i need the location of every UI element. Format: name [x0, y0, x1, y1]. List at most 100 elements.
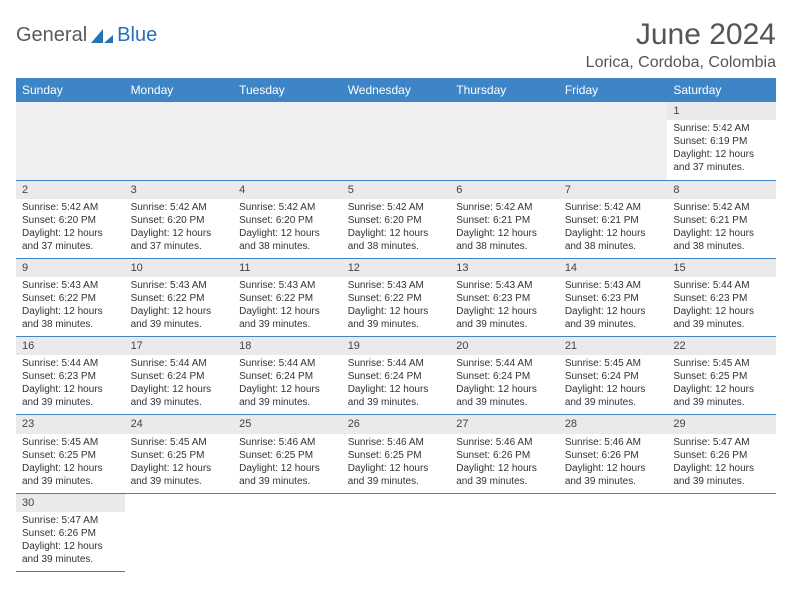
calendar-cell: 23Sunrise: 5:45 AMSunset: 6:25 PMDayligh…: [16, 415, 125, 493]
day-number: 4: [233, 181, 342, 199]
sunrise-text: Sunrise: 5:46 AM: [565, 436, 662, 449]
calendar-cell: 12Sunrise: 5:43 AMSunset: 6:22 PMDayligh…: [342, 258, 451, 336]
day-number: 9: [16, 259, 125, 277]
day-content: Sunrise: 5:42 AMSunset: 6:20 PMDaylight:…: [239, 201, 336, 253]
daylight-text: Daylight: 12 hours and 39 minutes.: [456, 383, 553, 409]
daylight-text: Daylight: 12 hours and 38 minutes.: [565, 227, 662, 253]
day-content: Sunrise: 5:44 AMSunset: 6:24 PMDaylight:…: [131, 357, 228, 409]
daylight-text: Daylight: 12 hours and 39 minutes.: [673, 462, 770, 488]
day-content: Sunrise: 5:44 AMSunset: 6:24 PMDaylight:…: [456, 357, 553, 409]
logo-text-blue: Blue: [117, 24, 157, 47]
sunrise-text: Sunrise: 5:45 AM: [673, 357, 770, 370]
sunrise-text: Sunrise: 5:42 AM: [565, 201, 662, 214]
weekday-header: Wednesday: [342, 78, 451, 102]
day-content: Sunrise: 5:42 AMSunset: 6:20 PMDaylight:…: [131, 201, 228, 253]
calendar-cell: 8Sunrise: 5:42 AMSunset: 6:21 PMDaylight…: [667, 180, 776, 258]
calendar-week: 23Sunrise: 5:45 AMSunset: 6:25 PMDayligh…: [16, 415, 776, 493]
day-content: Sunrise: 5:42 AMSunset: 6:20 PMDaylight:…: [348, 201, 445, 253]
daylight-text: Daylight: 12 hours and 39 minutes.: [22, 540, 119, 566]
day-number: 20: [450, 337, 559, 355]
sunset-text: Sunset: 6:20 PM: [239, 214, 336, 227]
calendar-cell: 17Sunrise: 5:44 AMSunset: 6:24 PMDayligh…: [125, 337, 234, 415]
sunset-text: Sunset: 6:24 PM: [456, 370, 553, 383]
calendar-cell: 11 Sunrise: 5:43 AMSunset: 6:22 PMDayligh…: [233, 258, 342, 336]
day-number: 30: [16, 494, 125, 512]
day-number: 11: [233, 259, 342, 277]
calendar-cell: 19Sunrise: 5:44 AMSunset: 6:24 PMDayligh…: [342, 337, 451, 415]
calendar-cell: [342, 102, 451, 180]
sunrise-text: Sunrise: 5:44 AM: [22, 357, 119, 370]
calendar-cell: [342, 493, 451, 571]
daylight-text: Daylight: 12 hours and 38 minutes.: [673, 227, 770, 253]
calendar-cell: 29 Sunrise: 5:47 AMSunset: 6:26 PMDayligh…: [667, 415, 776, 493]
weekday-header: Saturday: [667, 78, 776, 102]
month-title: June 2024: [586, 18, 776, 52]
calendar-cell: 20 Sunrise: 5:44 AMSunset: 6:24 PMDayligh…: [450, 337, 559, 415]
day-content: Sunrise: 5:47 AMSunset: 6:26 PMDaylight:…: [22, 514, 119, 566]
sunrise-text: Sunrise: 5:44 AM: [348, 357, 445, 370]
day-content: Sunrise: 5:44 AMSunset: 6:23 PMDaylight:…: [673, 279, 770, 331]
calendar-cell: 14 Sunrise: 5:43 AMSunset: 6:23 PMDayligh…: [559, 258, 668, 336]
daylight-text: Daylight: 12 hours and 39 minutes.: [456, 305, 553, 331]
sunrise-text: Sunrise: 5:43 AM: [22, 279, 119, 292]
daylight-text: Daylight: 12 hours and 39 minutes.: [673, 383, 770, 409]
daylight-text: Daylight: 12 hours and 37 minutes.: [22, 227, 119, 253]
day-content: Sunrise: 5:43 AMSunset: 6:23 PMDaylight:…: [565, 279, 662, 331]
sunset-text: Sunset: 6:24 PM: [131, 370, 228, 383]
sunrise-text: Sunrise: 5:43 AM: [456, 279, 553, 292]
calendar-cell: [16, 102, 125, 180]
sunset-text: Sunset: 6:24 PM: [565, 370, 662, 383]
day-content: Sunrise: 5:46 AMSunset: 6:26 PMDaylight:…: [565, 436, 662, 488]
calendar-cell: 15 Sunrise: 5:44 AMSunset: 6:23 PMDayligh…: [667, 258, 776, 336]
calendar-cell: 25Sunrise: 5:46 AMSunset: 6:25 PMDayligh…: [233, 415, 342, 493]
daylight-text: Daylight: 12 hours and 39 minutes.: [565, 462, 662, 488]
day-number: 26: [342, 415, 451, 433]
daylight-text: Daylight: 12 hours and 37 minutes.: [131, 227, 228, 253]
daylight-text: Daylight: 12 hours and 39 minutes.: [348, 462, 445, 488]
sunset-text: Sunset: 6:25 PM: [239, 449, 336, 462]
title-block: June 2024 Lorica, Cordoba, Colombia: [586, 18, 776, 72]
sunset-text: Sunset: 6:20 PM: [22, 214, 119, 227]
calendar-cell: [125, 493, 234, 571]
sunrise-text: Sunrise: 5:44 AM: [131, 357, 228, 370]
calendar-cell: 28Sunrise: 5:46 AMSunset: 6:26 PMDayligh…: [559, 415, 668, 493]
daylight-text: Daylight: 12 hours and 37 minutes.: [673, 148, 770, 174]
sunset-text: Sunset: 6:20 PM: [131, 214, 228, 227]
day-number: 14: [559, 259, 668, 277]
sunset-text: Sunset: 6:21 PM: [673, 214, 770, 227]
sunset-text: Sunset: 6:21 PM: [565, 214, 662, 227]
day-number: 13: [450, 259, 559, 277]
day-number: 29: [667, 415, 776, 433]
daylight-text: Daylight: 12 hours and 39 minutes.: [239, 383, 336, 409]
weekday-row: Sunday Monday Tuesday Wednesday Thursday…: [16, 78, 776, 102]
day-number: 22: [667, 337, 776, 355]
daylight-text: Daylight: 12 hours and 39 minutes.: [131, 305, 228, 331]
calendar-cell: [233, 102, 342, 180]
day-number: 7: [559, 181, 668, 199]
calendar-cell: 6Sunrise: 5:42 AMSunset: 6:21 PMDaylight…: [450, 180, 559, 258]
calendar-cell: 5Sunrise: 5:42 AMSunset: 6:20 PMDaylight…: [342, 180, 451, 258]
sunset-text: Sunset: 6:26 PM: [673, 449, 770, 462]
weekday-header: Sunday: [16, 78, 125, 102]
sunrise-text: Sunrise: 5:45 AM: [565, 357, 662, 370]
day-content: Sunrise: 5:43 AMSunset: 6:22 PMDaylight:…: [131, 279, 228, 331]
day-content: Sunrise: 5:45 AMSunset: 6:24 PMDaylight:…: [565, 357, 662, 409]
daylight-text: Daylight: 12 hours and 39 minutes.: [131, 462, 228, 488]
sunrise-text: Sunrise: 5:45 AM: [131, 436, 228, 449]
day-number: 24: [125, 415, 234, 433]
calendar-cell: 9Sunrise: 5:43 AMSunset: 6:22 PMDaylight…: [16, 258, 125, 336]
sunrise-text: Sunrise: 5:43 AM: [565, 279, 662, 292]
calendar-week: 1Sunrise: 5:42 AMSunset: 6:19 PMDaylight…: [16, 102, 776, 180]
day-number: 15: [667, 259, 776, 277]
day-content: Sunrise: 5:44 AMSunset: 6:24 PMDaylight:…: [348, 357, 445, 409]
daylight-text: Daylight: 12 hours and 39 minutes.: [239, 462, 336, 488]
sunrise-text: Sunrise: 5:44 AM: [456, 357, 553, 370]
daylight-text: Daylight: 12 hours and 39 minutes.: [565, 383, 662, 409]
day-content: Sunrise: 5:43 AMSunset: 6:22 PMDaylight:…: [239, 279, 336, 331]
calendar-cell: 10Sunrise: 5:43 AMSunset: 6:22 PMDayligh…: [125, 258, 234, 336]
daylight-text: Daylight: 12 hours and 39 minutes.: [565, 305, 662, 331]
calendar-cell: 18Sunrise: 5:44 AMSunset: 6:24 PMDayligh…: [233, 337, 342, 415]
daylight-text: Daylight: 12 hours and 39 minutes.: [348, 383, 445, 409]
sunrise-text: Sunrise: 5:42 AM: [456, 201, 553, 214]
day-content: Sunrise: 5:47 AMSunset: 6:26 PMDaylight:…: [673, 436, 770, 488]
